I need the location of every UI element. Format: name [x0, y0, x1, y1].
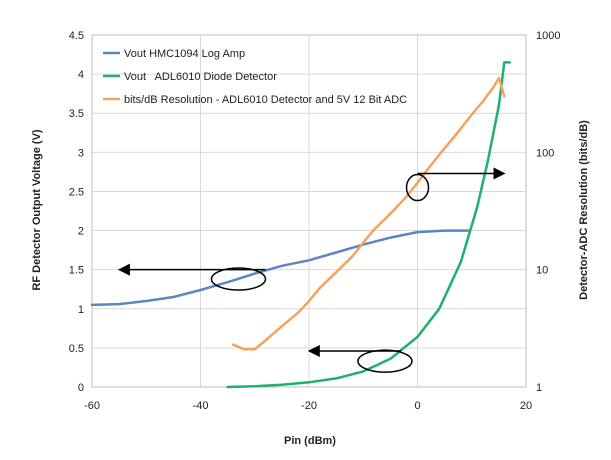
x-tick-label: -20: [301, 400, 317, 412]
y-tick-label: 1.5: [69, 265, 84, 277]
series-line-resolution: [231, 76, 506, 351]
y-tick-label: 0.5: [69, 343, 84, 355]
y-tick-label: 4.5: [69, 30, 84, 42]
annotation-layer: [117, 167, 506, 373]
y-tick-label: 2.5: [69, 186, 84, 198]
annotation-ellipse: [405, 173, 430, 202]
y-tick-label: 2: [78, 226, 84, 238]
legend-label-adl6010: Vout ADL6010 Diode Detector: [124, 71, 277, 83]
series-line-hmc1094: [90, 229, 471, 307]
grid: [91, 34, 527, 388]
x-axis-title: Pin (dBm): [284, 435, 336, 447]
y2-tick-label: 1000: [536, 30, 560, 42]
y-tick-label: 4: [78, 69, 84, 81]
legend-label-hmc1094: Vout HMC1094 Log Amp: [124, 48, 245, 60]
y2-tick-label: 10: [536, 265, 548, 277]
x-tick-label: -40: [193, 400, 209, 412]
y-tick-label: 0: [78, 382, 84, 394]
x-tick-label: 0: [414, 400, 420, 412]
annotation-ellipse: [210, 267, 267, 291]
y2-tick-label: 100: [536, 147, 554, 159]
x-tick-label: -60: [84, 400, 100, 412]
ticks-layer: 0 0.5 1 1.5 2 2.5 3 3.5 4 4.5 -60 -40 -20 0 20 1 10 100 10…: [69, 30, 561, 412]
y-tick-label: 3: [78, 147, 84, 159]
series-layer: [90, 61, 511, 389]
y-tick-label: 3.5: [69, 108, 84, 120]
y-tick-label: 1: [78, 304, 84, 316]
annotation-ellipse: [357, 349, 413, 373]
y-axis-title: RF Detector Output Voltage (V): [31, 129, 43, 290]
series-line-adl6010: [226, 61, 511, 389]
x-tick-label: 20: [520, 400, 532, 412]
legend: Vout HMC1094 Log Amp Vout ADL6010 Diode …: [103, 48, 407, 106]
y2-axis-title: Detector-ADC Resolution (bits/dB): [578, 120, 590, 300]
y2-tick-label: 1: [536, 382, 542, 394]
legend-label-resolution: bits/dB Resolution - ADL6010 Detector an…: [124, 94, 407, 106]
plot-frame: [91, 34, 527, 388]
